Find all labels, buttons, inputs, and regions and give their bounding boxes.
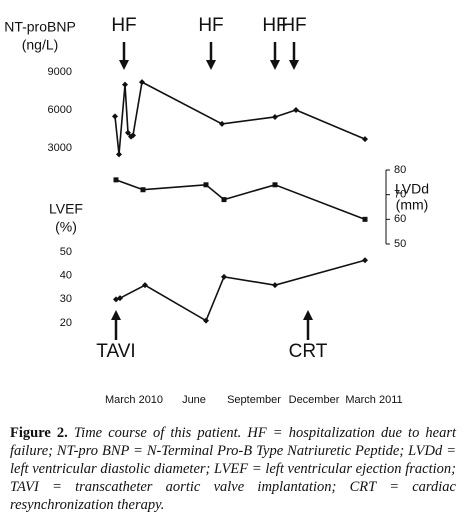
marker	[139, 79, 145, 86]
annotation: HF	[111, 15, 136, 36]
marker	[116, 151, 122, 158]
marker	[117, 295, 123, 302]
annotation: HF	[281, 15, 306, 36]
marker	[362, 136, 368, 143]
x-tick-label: September	[227, 394, 281, 406]
marker	[142, 282, 148, 289]
y-tick-label: 80	[394, 164, 406, 176]
y-axis-label: (mm)	[396, 197, 429, 213]
caption-label: Figure 2.	[10, 425, 68, 441]
y-axis-label: NT-proBNP	[4, 19, 76, 35]
arrow-head	[111, 310, 121, 320]
y-tick-label: 3000	[48, 142, 72, 154]
marker	[125, 129, 131, 136]
data-line	[114, 80, 366, 155]
data-line	[115, 259, 366, 322]
y-tick-label: 50	[394, 238, 406, 250]
marker	[203, 317, 209, 324]
y-tick-label: 60	[394, 213, 406, 225]
annotation: TAVI	[96, 341, 135, 362]
arrow-head	[289, 60, 299, 70]
marker	[130, 132, 136, 139]
marker	[221, 273, 227, 280]
y-tick-label: 50	[60, 246, 72, 258]
y-axis-label: (ng/L)	[22, 37, 59, 53]
marker	[272, 113, 278, 120]
y-tick-label: 20	[60, 317, 72, 329]
caption: Figure 2. Time course of this patient. H…	[10, 424, 456, 514]
y-tick-label: 30	[60, 293, 72, 305]
marker	[122, 81, 128, 88]
y-tick-label: 9000	[48, 66, 72, 78]
marker	[362, 216, 368, 222]
y-axis-label: LVEF	[49, 201, 83, 217]
marker	[272, 282, 278, 289]
arrow-head	[303, 310, 313, 320]
x-tick-label: December	[289, 394, 340, 406]
x-tick-label: June	[182, 394, 206, 406]
y-axis-label: (%)	[55, 219, 77, 235]
annotation: HF	[198, 15, 223, 36]
marker	[221, 197, 227, 203]
marker	[113, 177, 119, 183]
marker	[203, 182, 209, 188]
marker	[293, 107, 299, 113]
x-tick-label: March 2010	[105, 394, 163, 406]
data-line	[115, 179, 366, 221]
marker	[140, 187, 146, 193]
marker	[362, 257, 368, 264]
arrow-head	[206, 60, 216, 70]
y-tick-label: 40	[60, 270, 72, 282]
annotation: CRT	[289, 341, 328, 362]
caption-text: Time course of this patient. HF = hospit…	[10, 425, 457, 513]
marker	[272, 182, 278, 188]
y-axis-label: LVDd	[395, 181, 429, 197]
annotation: HF	[262, 15, 287, 36]
y-tick-label: 70	[394, 189, 406, 201]
marker	[219, 120, 225, 127]
x-tick-label: March 2011	[345, 394, 402, 406]
y-tick-label: 6000	[48, 104, 72, 116]
marker	[112, 113, 118, 120]
arrow-head	[119, 60, 129, 70]
arrow-head	[270, 60, 280, 70]
